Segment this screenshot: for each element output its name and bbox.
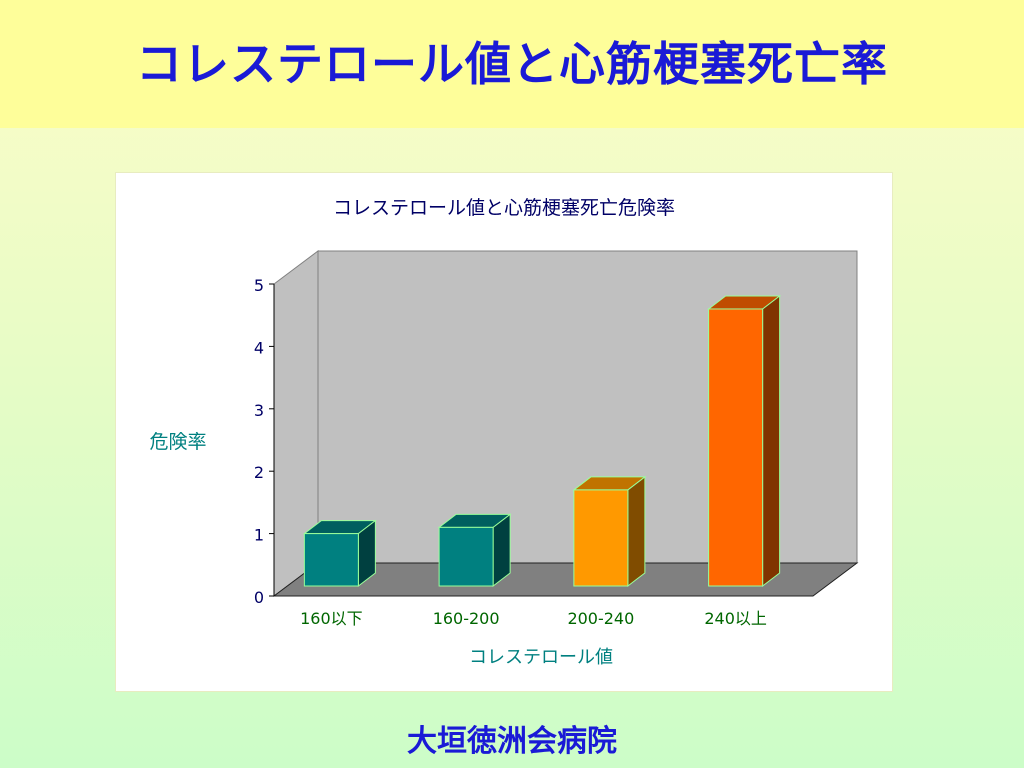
y-tick-label: 4 (254, 338, 264, 357)
bar (708, 308, 764, 587)
y-tick-label: 2 (254, 463, 264, 482)
title-band (0, 0, 1024, 128)
chart-panel: コレステロール値と心筋梗塞死亡危険率 0 1 2 3 4 5 160以下 160-200 200… (115, 172, 893, 692)
x-tick-label: 160-200 (433, 609, 500, 628)
x-axis-title: コレステロール値 (469, 647, 613, 668)
y-tick-label: 0 (254, 588, 264, 607)
bar-chart-3d: 0 1 2 3 4 5 160以下 160-200 200-240 240以上 危険率コレステロール… (149, 250, 859, 668)
x-tick-label: 160以下 (300, 609, 363, 628)
chart-title: コレステロール値と心筋梗塞死亡危険率 (332, 197, 675, 219)
bar-side (627, 475, 646, 588)
y-tick-label: 1 (254, 526, 264, 545)
y-axis-title: 危険率 (149, 431, 206, 453)
bar (303, 533, 359, 587)
bar (573, 489, 629, 587)
x-tick-label: 240以上 (704, 609, 767, 628)
bar-side (762, 294, 781, 588)
y-tick-label: 3 (254, 401, 264, 420)
bar-side (492, 513, 511, 588)
y-tick-label: 5 (254, 276, 264, 295)
x-tick-label: 200-240 (567, 609, 634, 628)
slide-title: コレステロール値と心筋梗塞死亡率 (136, 37, 888, 91)
hospital-name: 大垣徳洲会病院 (407, 724, 617, 759)
bar (438, 526, 494, 587)
